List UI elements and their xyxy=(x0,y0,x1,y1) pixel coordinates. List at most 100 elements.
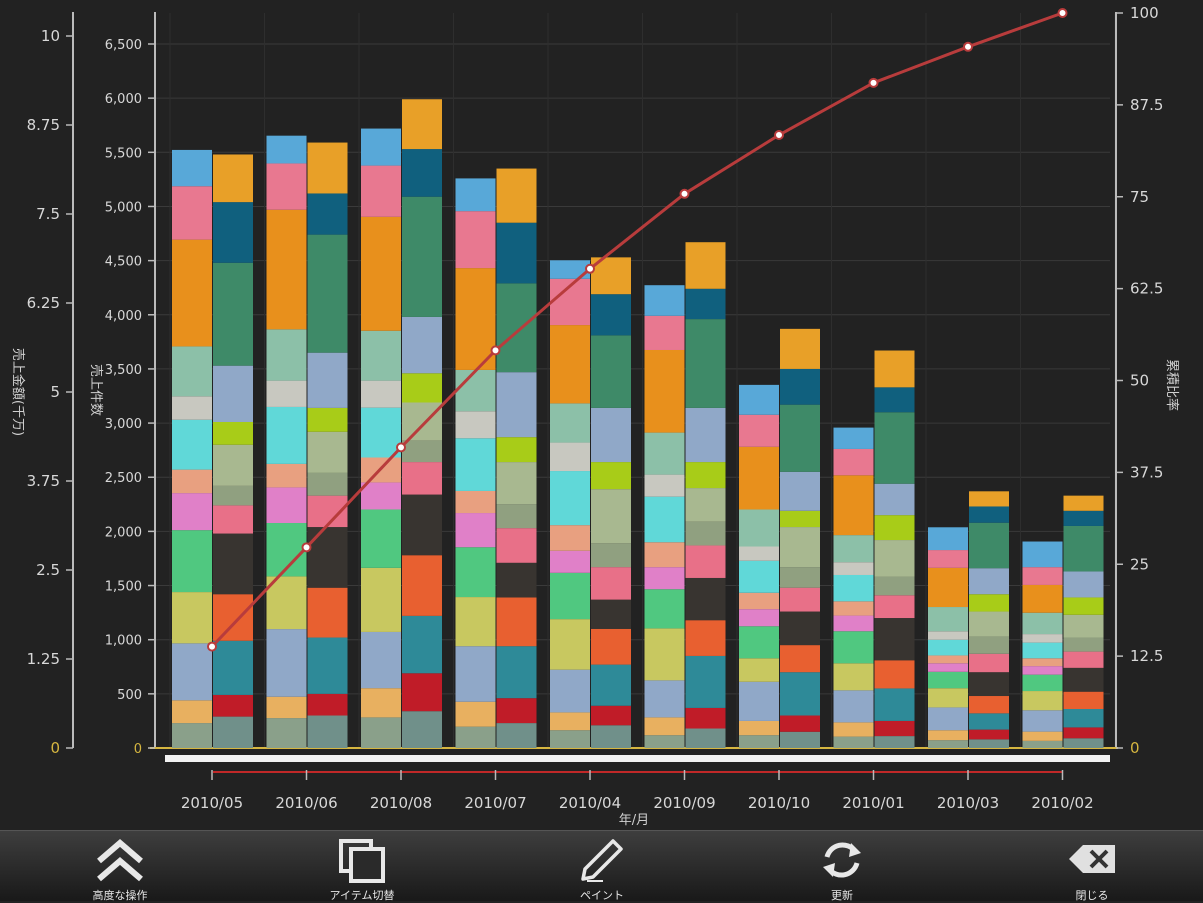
amount-bar-segment xyxy=(739,546,779,561)
count-bar-segment xyxy=(969,672,1009,697)
count-bar-segment xyxy=(874,483,915,516)
count-bar-segment xyxy=(874,412,915,484)
count-bar-segment xyxy=(213,716,253,748)
count-bar-segment xyxy=(1063,614,1104,638)
amount-bar-segment xyxy=(739,560,779,593)
count-bar-segment xyxy=(1063,651,1104,668)
amount-bar-segment xyxy=(1022,642,1063,659)
count-bar-segment xyxy=(307,715,348,748)
count-bar-segment xyxy=(969,653,1009,673)
amount-bar-segment xyxy=(550,669,590,713)
left-inner-tick-label: 4,500 xyxy=(105,255,142,270)
amount-bar-segment xyxy=(1022,710,1063,732)
count-bar-segment xyxy=(591,543,631,568)
switch-items-button[interactable]: アイテム切替 xyxy=(292,831,432,902)
amount-bar-segment xyxy=(550,550,590,573)
left-inner-tick-label: 1,000 xyxy=(105,634,142,649)
bars[interactable] xyxy=(172,99,1104,748)
count-bar-segment xyxy=(402,555,442,616)
stacked-bar-chart[interactable]: 01.252.53.7556.257.58.751005001,0001,500… xyxy=(0,0,1203,830)
count-bar-segment xyxy=(591,462,631,490)
count-bar-segment xyxy=(780,672,820,716)
count-bar-segment xyxy=(496,222,537,284)
count-bar-segment xyxy=(969,594,1009,612)
amount-bar-segment xyxy=(833,601,874,616)
amount-bar-segment xyxy=(644,474,685,497)
count-bar-segment xyxy=(969,611,1009,637)
amount-bar-segment xyxy=(455,547,496,598)
amount-bar-segment xyxy=(833,475,874,536)
refresh-icon xyxy=(823,842,861,878)
amount-bar-segment xyxy=(361,380,401,408)
cumulative-line[interactable] xyxy=(207,8,1068,652)
amount-bar-segment xyxy=(1022,612,1063,635)
amount-bar-segment xyxy=(833,427,874,449)
count-bar-segment xyxy=(685,462,726,489)
amount-bar-segment xyxy=(361,717,401,748)
right-tick-label: 100 xyxy=(1130,4,1159,22)
count-bar-segment xyxy=(591,599,631,629)
count-bar-segment xyxy=(402,402,442,441)
amount-bar-segment xyxy=(739,592,779,610)
amount-bar-segment xyxy=(833,631,874,664)
amount-bar-segment xyxy=(739,626,779,659)
amount-bar-segment xyxy=(928,631,968,640)
amount-bar-segment xyxy=(266,463,307,488)
amount-bar-segment xyxy=(644,567,685,590)
amount-bar-segment xyxy=(833,663,874,691)
count-bar-segment xyxy=(685,407,726,463)
amount-bar-segment xyxy=(266,135,307,164)
amount-bar-segment xyxy=(644,432,685,475)
left-inner-tick-label: 3,500 xyxy=(105,363,142,378)
count-bar-segment xyxy=(213,694,253,717)
count-bar-segment xyxy=(1063,691,1104,710)
refresh-button[interactable]: 更新 xyxy=(772,831,912,902)
amount-bar-segment xyxy=(644,628,685,681)
amount-bar-segment xyxy=(1022,691,1063,711)
cumulative-ratio-point xyxy=(490,345,501,356)
count-bar-segment xyxy=(874,688,915,721)
amount-bar-segment xyxy=(833,736,874,748)
count-bar-segment xyxy=(213,154,253,203)
count-bar-segment xyxy=(685,521,726,546)
count-bar-segment xyxy=(591,725,631,748)
count-bar-segment xyxy=(213,444,253,486)
amount-bar-segment xyxy=(739,509,779,547)
x-axis-title: 年/月 xyxy=(619,813,649,828)
count-bar-segment xyxy=(496,372,537,438)
advanced-operation-button[interactable]: 高度な操作 xyxy=(50,831,190,902)
count-bar-segment xyxy=(685,577,726,621)
count-bar-segment xyxy=(780,715,820,732)
amount-bar-segment xyxy=(455,513,496,548)
amount-bar-segment xyxy=(455,268,496,370)
count-bar-segment xyxy=(496,283,537,373)
amount-bar-segment xyxy=(455,211,496,269)
backspace-icon xyxy=(1069,845,1115,873)
count-bar-segment xyxy=(213,365,253,422)
close-label: 閉じる xyxy=(1075,889,1109,902)
amount-bar-segment xyxy=(739,720,779,736)
x-tick-label: 2010/01 xyxy=(842,794,904,812)
count-bar-segment xyxy=(685,620,726,656)
amount-bar-segment xyxy=(644,717,685,736)
amount-bar-segment xyxy=(644,285,685,316)
count-bar-segment xyxy=(874,576,915,596)
pencil-icon xyxy=(581,839,623,882)
right-axis-title: 累積比率 xyxy=(1164,359,1180,411)
paint-button[interactable]: ペイント xyxy=(532,831,672,902)
count-bar-segment xyxy=(685,655,726,708)
close-button[interactable]: 閉じる xyxy=(1022,831,1162,902)
count-bar-segment xyxy=(1063,738,1104,748)
count-bar-segment xyxy=(685,288,726,320)
count-bar-segment xyxy=(685,488,726,522)
x-tick-label: 2010/10 xyxy=(748,794,810,812)
left-outer-tick-label: 3.75 xyxy=(27,472,60,490)
amount-bar-segment xyxy=(550,403,590,443)
range-scrollbar xyxy=(165,755,1110,762)
cumulative-ratio-point xyxy=(301,542,312,553)
amount-bar-segment xyxy=(644,542,685,568)
count-bar-segment xyxy=(307,527,348,588)
count-bar-segment xyxy=(402,316,442,374)
amount-bar-segment xyxy=(266,696,307,719)
amount-bar-segment xyxy=(550,260,590,279)
